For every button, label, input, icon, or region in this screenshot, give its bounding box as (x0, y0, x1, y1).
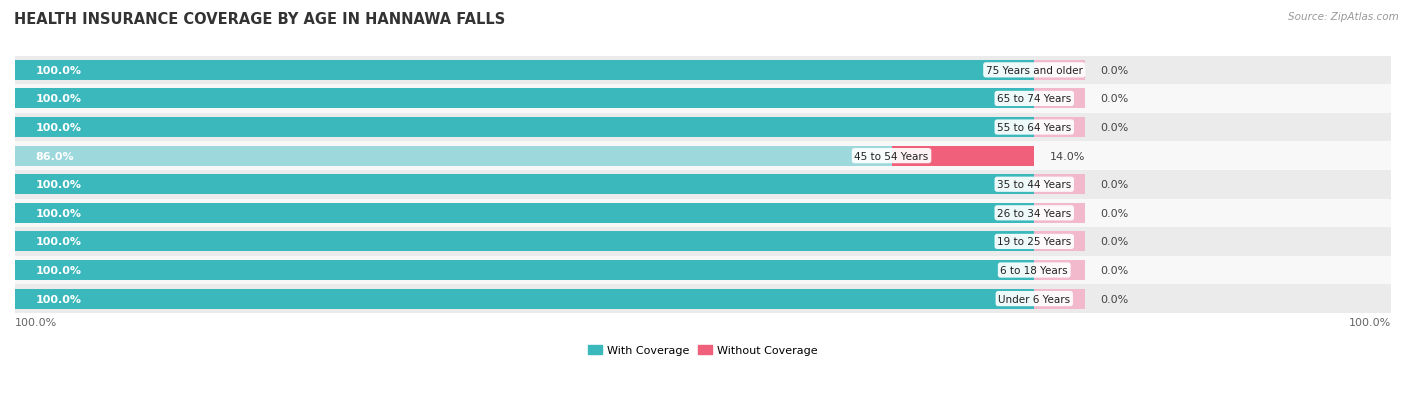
Text: 6 to 18 Years: 6 to 18 Years (1001, 266, 1069, 275)
Bar (15, 85, 1391, 114)
Bar (15, 199, 1391, 228)
Text: 0.0%: 0.0% (1101, 294, 1129, 304)
Bar (15, 114, 1391, 142)
Text: 0.0%: 0.0% (1101, 180, 1129, 190)
Text: Source: ZipAtlas.com: Source: ZipAtlas.com (1288, 12, 1399, 22)
Bar (15, 228, 1391, 256)
Text: 0.0%: 0.0% (1101, 266, 1129, 275)
Text: 100.0%: 100.0% (35, 180, 82, 190)
Bar (15, 175, 1035, 195)
Bar (15, 256, 1391, 285)
Bar (1035, 203, 1085, 223)
Bar (1035, 89, 1085, 109)
Text: 0.0%: 0.0% (1101, 208, 1129, 218)
Text: 100.0%: 100.0% (35, 94, 82, 104)
Text: 100.0%: 100.0% (35, 237, 82, 247)
Bar (15, 260, 1035, 280)
Text: HEALTH INSURANCE COVERAGE BY AGE IN HANNAWA FALLS: HEALTH INSURANCE COVERAGE BY AGE IN HANN… (14, 12, 505, 27)
Bar (15, 203, 1035, 223)
Text: 65 to 74 Years: 65 to 74 Years (997, 94, 1071, 104)
Text: 100.0%: 100.0% (1348, 318, 1391, 328)
Text: 0.0%: 0.0% (1101, 123, 1129, 133)
Bar (15, 57, 1391, 85)
Text: 86.0%: 86.0% (35, 151, 75, 161)
Legend: With Coverage, Without Coverage: With Coverage, Without Coverage (583, 340, 823, 360)
Bar (1035, 61, 1085, 81)
Text: 19 to 25 Years: 19 to 25 Years (997, 237, 1071, 247)
Text: 100.0%: 100.0% (35, 123, 82, 133)
Text: 35 to 44 Years: 35 to 44 Years (997, 180, 1071, 190)
Bar (15, 61, 1035, 81)
Bar (1035, 232, 1085, 252)
Bar (15, 232, 1035, 252)
Bar (15, 146, 891, 166)
Text: 55 to 64 Years: 55 to 64 Years (997, 123, 1071, 133)
Bar (15, 171, 1391, 199)
Text: 100.0%: 100.0% (35, 66, 82, 76)
Bar (15, 142, 1391, 171)
Bar (15, 118, 1035, 138)
Bar (15, 89, 1035, 109)
Bar (15, 289, 1035, 309)
Text: 100.0%: 100.0% (15, 318, 58, 328)
Text: 0.0%: 0.0% (1101, 94, 1129, 104)
Text: Under 6 Years: Under 6 Years (998, 294, 1070, 304)
Text: 75 Years and older: 75 Years and older (986, 66, 1083, 76)
Bar (891, 146, 1035, 166)
Text: 0.0%: 0.0% (1101, 237, 1129, 247)
Text: 100.0%: 100.0% (35, 294, 82, 304)
Bar (1035, 289, 1085, 309)
Text: 0.0%: 0.0% (1101, 66, 1129, 76)
Text: 100.0%: 100.0% (35, 208, 82, 218)
Text: 45 to 54 Years: 45 to 54 Years (855, 151, 929, 161)
Bar (1035, 260, 1085, 280)
Text: 100.0%: 100.0% (35, 266, 82, 275)
Bar (15, 285, 1391, 313)
Text: 14.0%: 14.0% (1049, 151, 1085, 161)
Bar (1035, 175, 1085, 195)
Text: 26 to 34 Years: 26 to 34 Years (997, 208, 1071, 218)
Bar (1035, 118, 1085, 138)
